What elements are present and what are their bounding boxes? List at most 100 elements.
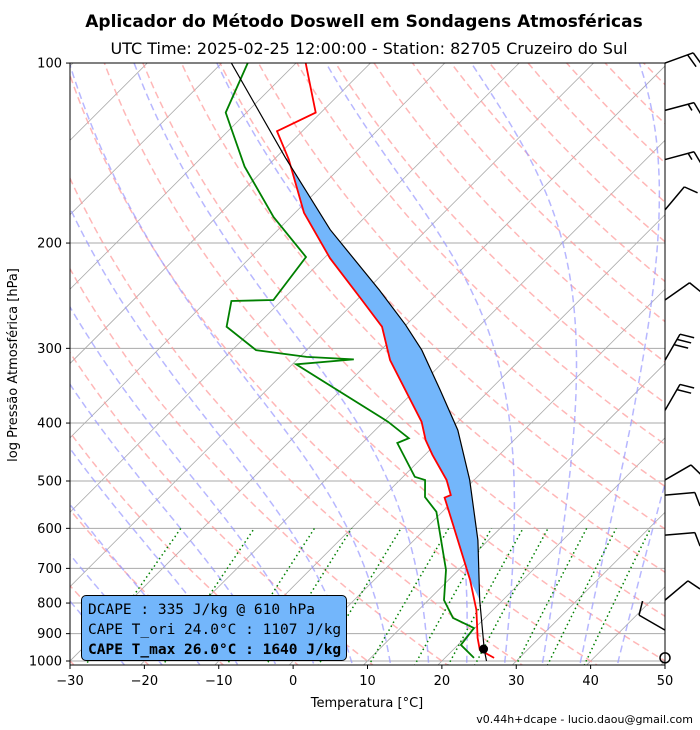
isotherm-line	[70, 63, 595, 588]
dry-adiabat-line	[70, 584, 150, 665]
x-tick-label: 20	[434, 674, 451, 689]
wind-barb-feather	[676, 338, 692, 344]
isotherm-line	[70, 63, 446, 439]
chart-subtitle: UTC Time: 2025-02-25 12:00:00 - Station:…	[110, 39, 628, 58]
y-tick-label: 800	[37, 597, 62, 612]
dry-adiabat-line	[669, 50, 700, 674]
calm-wind-circle	[659, 652, 671, 664]
dry-adiabat-line	[70, 176, 524, 665]
x-tick-label: 10	[359, 674, 376, 689]
moist-adiabat-line	[70, 503, 201, 665]
x-axis-label: Temperatura [°C]	[310, 696, 423, 711]
wind-barb-feather	[679, 383, 695, 389]
wind-barb-staff	[664, 151, 695, 161]
dry-adiabat-line	[180, 63, 665, 574]
wind-barb	[664, 186, 698, 211]
wind-barb	[664, 52, 700, 68]
surface-parcel-point	[479, 644, 489, 654]
cape-area	[285, 157, 480, 601]
wind-barb	[664, 580, 700, 601]
isotherm-line	[214, 214, 665, 665]
wind-barb-half-feather	[687, 103, 693, 111]
y-tick-label: 300	[37, 342, 62, 357]
moist-adiabat-line	[325, 63, 516, 665]
wind-barb-feather	[687, 580, 700, 590]
wind-barb-staff	[664, 491, 695, 496]
cape-info-box: DCAPE : 335 J/kg @ 610 hPa CAPE T_ori 24…	[81, 595, 347, 661]
moist-adiabat-line	[579, 63, 661, 665]
wind-barb-feather	[693, 102, 700, 115]
x-tick-label: −10	[205, 674, 232, 689]
isotherm-line	[70, 63, 223, 216]
dry-adiabat-line	[70, 73, 599, 665]
isotherm-line	[70, 63, 297, 290]
isotherm-line	[437, 437, 665, 665]
wind-barb-staff	[664, 282, 691, 301]
dry-adiabat-line	[70, 431, 300, 665]
wind-barb-feather	[689, 282, 700, 293]
dcape-text: DCAPE : 335 J/kg @ 610 hPa	[88, 602, 315, 618]
wind-barb-feather	[694, 492, 700, 507]
mixing-ratio-line	[583, 527, 652, 665]
isotherm-line	[70, 63, 148, 141]
x-tick-label: −30	[56, 674, 83, 689]
y-tick-label: 1000	[29, 655, 62, 670]
isotherm-line	[70, 63, 372, 365]
dry-adiabat-line	[296, 63, 665, 446]
moist-adiabat-line	[70, 553, 164, 665]
moist-adiabat-line	[470, 63, 578, 665]
wind-barb-staff	[664, 333, 681, 361]
mixing-ratio-line	[447, 527, 524, 665]
mixing-ratio-line	[317, 527, 402, 665]
dry-adiabat-line	[70, 508, 225, 665]
y-tick-label: 900	[37, 627, 62, 642]
dry-adiabat-line	[450, 63, 665, 283]
x-tick-label: 50	[657, 674, 674, 689]
moist-adiabat-line	[70, 447, 239, 665]
isotherm-line	[288, 288, 665, 665]
mixing-ratio-line	[546, 527, 617, 665]
x-tick-label: 0	[289, 674, 297, 689]
y-axis-label: log Pressão Atmosférica [hPa]	[6, 268, 21, 462]
wind-barb-staff	[664, 531, 695, 536]
isotherm-line	[660, 660, 665, 665]
parcel-line	[230, 63, 488, 662]
mixing-ratio-line	[368, 527, 450, 665]
wind-barb-feather	[679, 333, 695, 339]
wind-barb-feather	[692, 52, 700, 64]
wind-barb-feather	[683, 186, 698, 194]
wind-barb-staff	[664, 186, 685, 211]
wind-barb	[664, 491, 700, 507]
isotherm-line	[70, 65, 665, 662]
y-tick-label: 400	[37, 417, 62, 432]
y-tick-label: 600	[37, 522, 62, 537]
wind-barb	[664, 531, 700, 547]
y-tick-label: 700	[37, 562, 62, 577]
wind-barb-half-feather	[687, 152, 693, 160]
wind-barb	[664, 151, 700, 164]
x-tick-label: 30	[508, 674, 525, 689]
wind-barb	[664, 282, 700, 301]
wind-barb-staff	[664, 52, 694, 64]
isotherm-line	[139, 139, 665, 665]
wind-barb	[664, 464, 700, 481]
dry-adiabat-line	[219, 63, 665, 530]
wind-barb-feather	[673, 343, 689, 349]
wind-barb-feather	[638, 600, 644, 616]
wind-barb	[664, 333, 695, 361]
wind-barb-feather	[693, 151, 700, 164]
isotherm-line	[511, 511, 665, 665]
y-tick-label: 100	[37, 57, 62, 72]
isotherm-line	[586, 586, 665, 665]
dewpoint-line	[224, 63, 476, 659]
wind-barb-feather	[686, 54, 697, 68]
wind-barb-staff	[664, 464, 692, 481]
y-tick-label: 200	[37, 237, 62, 252]
dry-adiabat-line	[411, 63, 665, 323]
footer-credit: v0.44h+dcape - lucio.daou@gmail.com	[476, 713, 693, 726]
cape-tmax-text: CAPE T_max 26.0°C : 1640 J/kg	[88, 642, 342, 658]
y-tick-label: 500	[37, 475, 62, 490]
wind-barb-staff	[664, 580, 689, 601]
wind-barb-staff	[638, 614, 666, 631]
